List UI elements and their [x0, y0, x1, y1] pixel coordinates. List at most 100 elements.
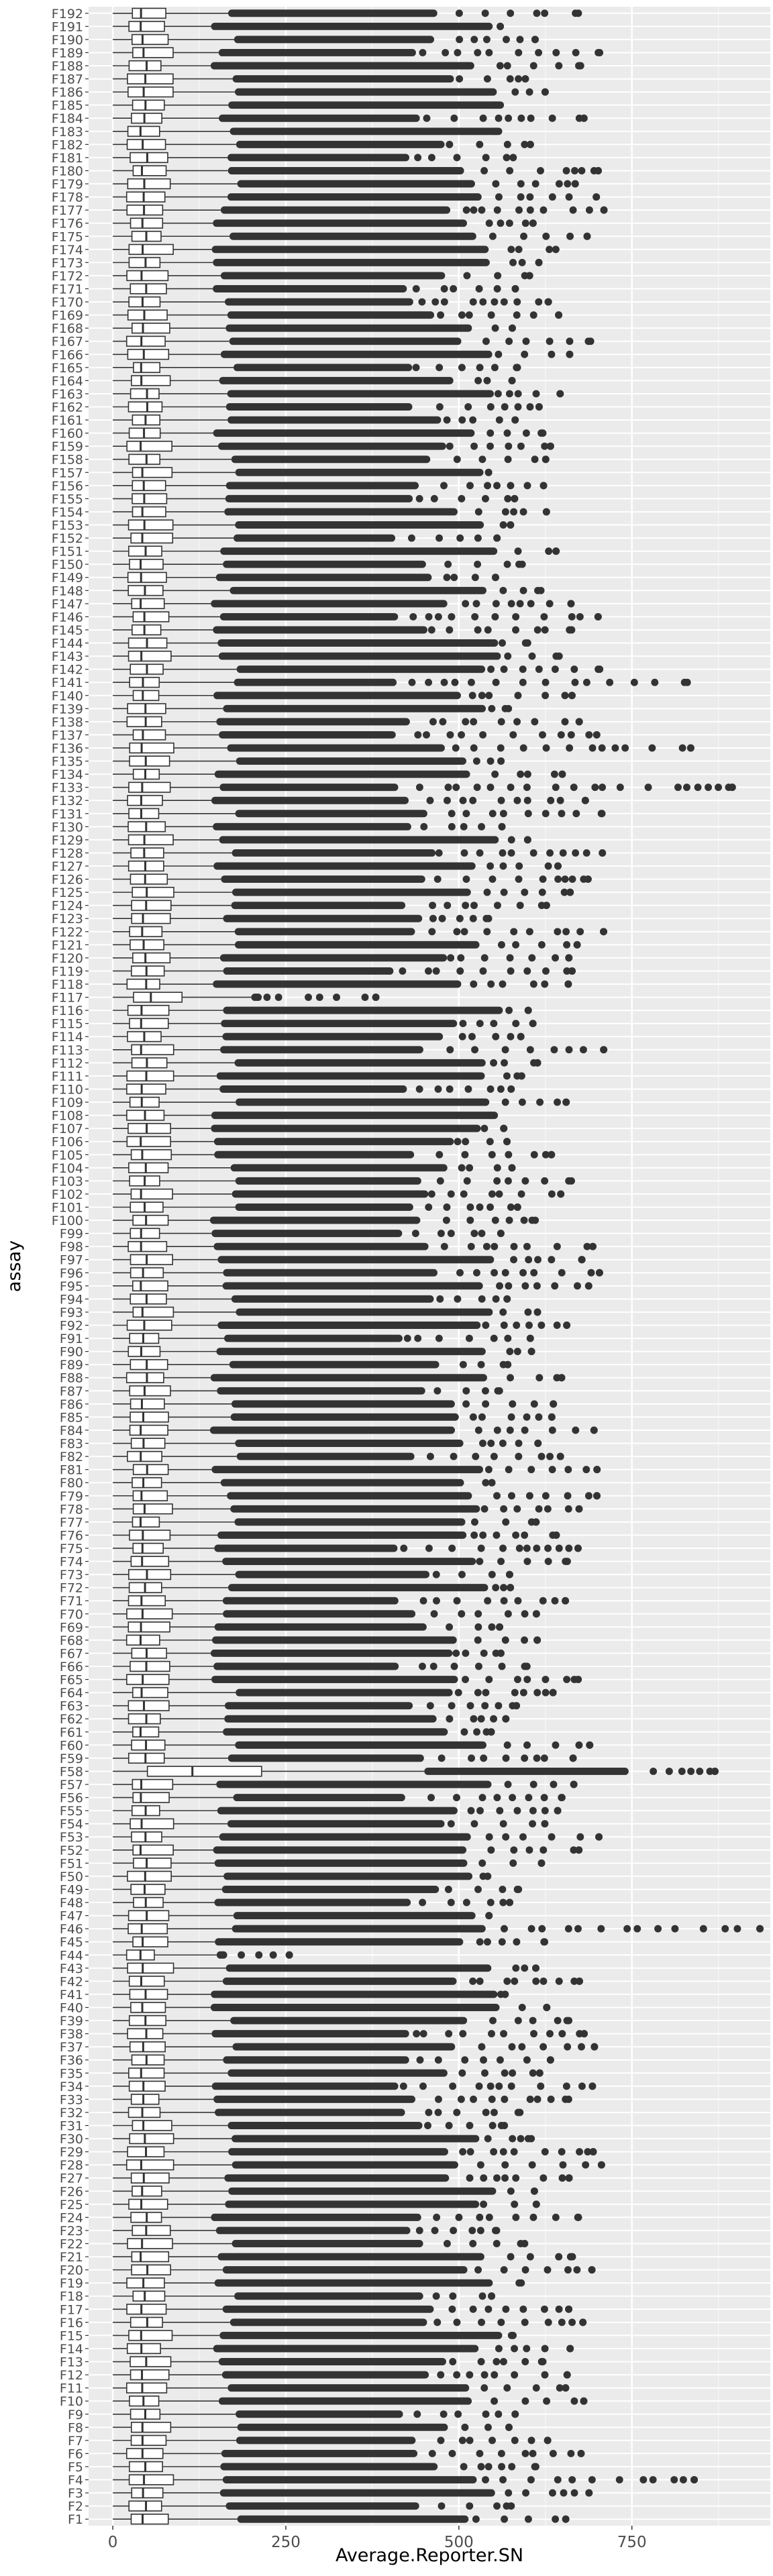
outlier-point — [507, 1413, 515, 1421]
outlier-point — [479, 731, 487, 739]
outlier-point — [541, 2148, 549, 2156]
y-tick-label: F57 — [60, 1778, 83, 1792]
outlier-point — [501, 508, 509, 516]
y-tick-label: F66 — [60, 1660, 83, 1674]
outlier-point — [490, 1059, 498, 1067]
outlier-point — [523, 1676, 531, 1684]
outlier-point — [473, 784, 481, 792]
outlier-point — [521, 1426, 529, 1434]
outlier-point — [502, 36, 510, 44]
box — [127, 703, 166, 714]
outlier-point — [525, 272, 533, 280]
box — [128, 2080, 166, 2092]
outlier-point — [551, 1597, 559, 1605]
y-tick-label: F131 — [52, 807, 83, 822]
outlier-point — [482, 36, 491, 44]
x-tick-label: 500 — [444, 2534, 474, 2551]
outlier-point — [459, 796, 467, 804]
outlier-point — [565, 954, 573, 962]
box — [128, 1568, 172, 1580]
outlier-point — [497, 1558, 505, 1566]
y-tick-label: F147 — [52, 597, 83, 612]
outlier-point — [433, 1387, 442, 1395]
box — [132, 2120, 172, 2131]
outlier-point — [472, 2515, 480, 2523]
outlier-point — [553, 1322, 561, 1329]
y-tick-label: F15 — [60, 2328, 83, 2343]
outlier-point — [539, 875, 547, 883]
box — [127, 401, 163, 413]
outlier-point — [430, 1610, 438, 1618]
y-tick-label: F20 — [60, 2263, 83, 2278]
outlier-point — [497, 22, 505, 30]
outlier-point — [552, 1531, 560, 1539]
y-tick-label: F109 — [52, 1095, 83, 1110]
outlier-point — [427, 154, 435, 162]
outlier-point — [540, 1794, 548, 1802]
outlier-point — [469, 298, 477, 306]
outlier-point — [466, 1216, 474, 1224]
box — [126, 270, 169, 282]
y-tick-label: F126 — [52, 873, 83, 888]
outlier-point — [470, 1518, 478, 1526]
box — [128, 296, 161, 308]
box — [126, 1136, 171, 1147]
box — [128, 2330, 173, 2341]
outlier-point — [476, 1558, 484, 1566]
box — [127, 1595, 166, 1607]
outlier-point — [432, 967, 440, 975]
outlier-point — [500, 1584, 507, 1592]
outlier-point — [575, 1846, 583, 1854]
y-tick-label: F176 — [52, 217, 83, 231]
box — [131, 1831, 162, 1843]
outlier-point — [480, 166, 488, 174]
box-group — [113, 1136, 511, 1147]
outlier-point — [474, 48, 482, 56]
outlier-point — [498, 822, 506, 830]
outlier-point — [412, 285, 420, 292]
outlier-point — [470, 1820, 478, 1828]
box — [130, 2172, 170, 2184]
box — [128, 244, 174, 255]
y-tick-label: F136 — [52, 741, 83, 756]
y-tick-label: F111 — [52, 1069, 83, 1084]
box — [132, 1936, 168, 1947]
outlier-point — [542, 744, 550, 752]
box-group — [113, 1320, 571, 1331]
outlier-point — [429, 718, 437, 726]
outlier-point — [490, 2148, 498, 2156]
y-tick-label: F43 — [60, 1962, 83, 1976]
outlier-point — [558, 2148, 566, 2156]
outlier-point — [513, 1505, 521, 1513]
outlier-point — [454, 2410, 462, 2418]
box-group — [113, 1621, 504, 1633]
y-tick-label: F166 — [52, 347, 83, 362]
box — [127, 1004, 170, 1016]
outlier-point — [500, 2266, 508, 2274]
outlier-point — [571, 180, 579, 188]
outlier-point — [493, 1177, 501, 1185]
outlier-point — [550, 1046, 558, 1054]
outlier-point — [480, 1649, 488, 1657]
outlier-point — [679, 2476, 687, 2484]
box-group — [113, 401, 543, 413]
outlier-point — [491, 324, 499, 332]
outlier-point — [561, 718, 569, 726]
box-group — [113, 2369, 571, 2381]
outlier-point — [446, 1623, 454, 1631]
outlier-point — [466, 2436, 474, 2445]
outlier-point — [558, 810, 566, 818]
box — [129, 1424, 168, 1436]
outlier-point — [486, 1203, 495, 1211]
box-group — [113, 467, 493, 478]
outlier-point — [503, 1138, 511, 1146]
box-group — [113, 598, 575, 609]
box-group — [113, 1910, 493, 1921]
outlier-point — [574, 9, 582, 17]
outlier-point — [436, 1295, 444, 1303]
outlier-point — [533, 1544, 541, 1552]
outlier-point — [513, 298, 521, 306]
outlier-point — [263, 994, 271, 1002]
outlier-point — [576, 928, 584, 936]
outlier-point — [443, 574, 451, 582]
